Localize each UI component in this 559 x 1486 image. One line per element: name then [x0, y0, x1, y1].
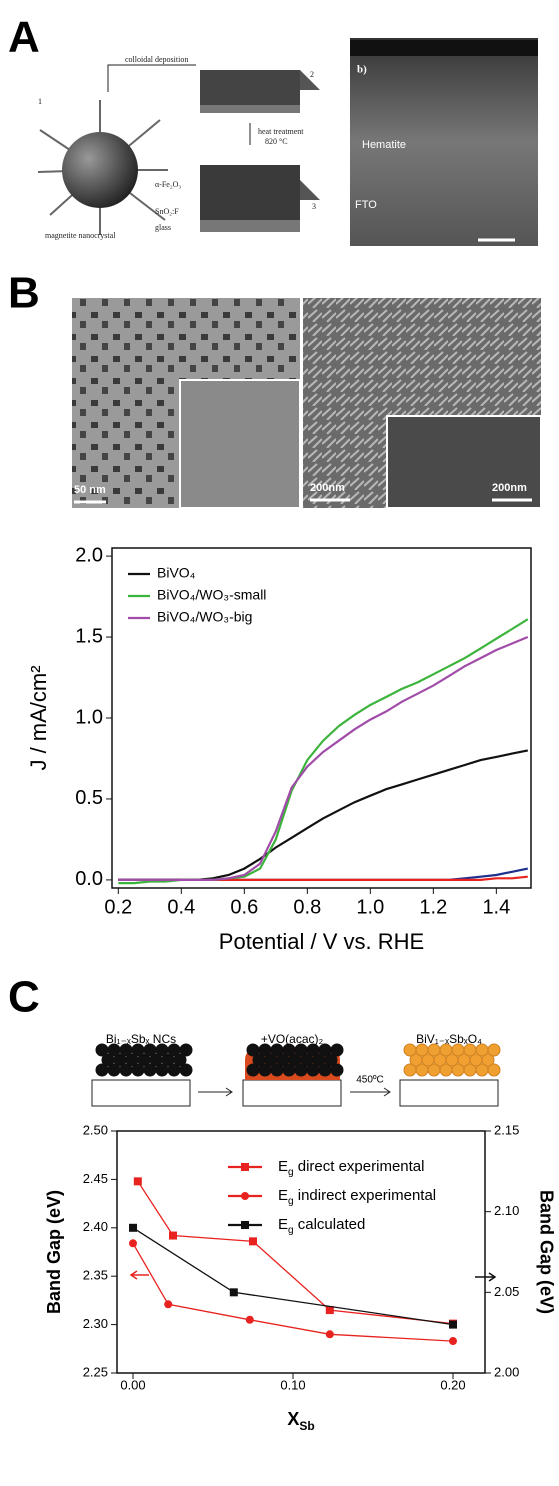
marker	[129, 1239, 137, 1248]
y-tick-label: 2.40	[83, 1219, 108, 1234]
x-tick-label: 0.6	[230, 896, 258, 918]
y-axis-label: Band Gap (eV)	[44, 1190, 64, 1314]
scale-label: 50 nm	[74, 484, 106, 496]
y-tick-label: 2.35	[83, 1268, 108, 1283]
step-label: 2	[310, 70, 314, 79]
legend-marker	[241, 1163, 249, 1171]
sem-label: FTO	[355, 199, 377, 211]
marker	[169, 1231, 177, 1240]
marker	[249, 1237, 257, 1246]
legend-marker	[241, 1221, 249, 1229]
x-tick-label: 1.2	[419, 896, 447, 918]
y2-axis-label: Band Gap (eV)	[536, 1190, 556, 1314]
axis-arrow	[129, 1270, 149, 1280]
y-tick-label: 2.0	[75, 544, 103, 566]
x-axis-label: XSb	[287, 1409, 314, 1433]
step-label: Bi₁₋ₓSbₓ NCs	[106, 1032, 176, 1046]
arrow-label: 820 °C	[265, 137, 288, 146]
sem-label: Hematite	[362, 139, 406, 151]
layer-label: α-Fe₂O₃	[155, 180, 181, 189]
nanocrystal	[179, 1043, 193, 1057]
marker	[449, 1337, 457, 1346]
plot-frame	[116, 1130, 486, 1374]
x-tick-label: 0.10	[280, 1377, 305, 1392]
marker	[325, 1306, 334, 1315]
scale-label: 200nm	[492, 482, 527, 494]
nanocrystal	[487, 1063, 501, 1077]
tem-inset	[179, 379, 301, 509]
panel-label: B	[8, 269, 40, 318]
x-tick-label: 1.4	[482, 896, 510, 918]
y-tick-label: 2.00	[494, 1364, 519, 1379]
schematic-a	[37, 64, 320, 235]
legend-label: BiVO₄/WO₃-big	[157, 609, 252, 625]
legend-label: Eg calculated	[278, 1216, 365, 1236]
nanocrystal	[403, 1043, 417, 1057]
nanocrystal	[487, 1043, 501, 1057]
marker	[129, 1223, 137, 1232]
nanocrystal	[330, 1043, 344, 1057]
arrow-label: heat treatment	[258, 127, 304, 136]
y-tick-label: 0.0	[75, 868, 103, 890]
step-label: 3	[312, 202, 316, 211]
sem-image	[350, 38, 538, 246]
marker	[164, 1300, 173, 1309]
y-tick-label: 2.50	[83, 1122, 108, 1137]
series-line	[118, 749, 529, 881]
nanocrystal	[179, 1063, 193, 1077]
y-tick-label: 2.15	[494, 1122, 519, 1137]
marker	[229, 1288, 238, 1297]
legend-label: BiVO₄/WO₃-small	[157, 587, 266, 603]
x-tick-label: 1.0	[356, 896, 384, 918]
x-tick-label: 0.2	[104, 896, 132, 918]
step-label: 1	[38, 97, 42, 106]
y-tick-label: 2.10	[494, 1203, 519, 1218]
layer-label: glass	[155, 223, 171, 232]
x-tick-label: 0.4	[167, 896, 195, 918]
series-line	[118, 635, 529, 881]
marker	[133, 1177, 142, 1186]
series-line	[118, 867, 529, 881]
series-line	[132, 1227, 454, 1326]
x-tick-label: 0.00	[120, 1377, 145, 1392]
legend-marker	[241, 1192, 249, 1200]
step-label: +VO(acac)₂	[261, 1032, 324, 1046]
y-tick-label: 2.05	[494, 1284, 519, 1299]
nanocrystal	[246, 1043, 260, 1057]
legend-label: Eg indirect experimental	[278, 1187, 436, 1207]
sem-tag: b)	[357, 64, 367, 76]
y-tick-label: 2.45	[83, 1171, 108, 1186]
legend-label: BiVO₄	[157, 565, 196, 581]
scale-label: 200nm	[310, 482, 345, 494]
marker	[325, 1330, 334, 1339]
y-tick-label: 2.30	[83, 1316, 108, 1331]
y-axis-label: J / mA/cm²	[26, 665, 51, 770]
axis-arrow	[475, 1272, 497, 1282]
arrow-label: colloidal deposition	[125, 55, 188, 64]
x-axis-label: Potential / V vs. RHE	[219, 929, 424, 954]
y-tick-label: 2.25	[83, 1364, 108, 1379]
marker	[245, 1315, 254, 1324]
legend-label: Eg direct experimental	[278, 1158, 424, 1178]
particle-label: magnetite nanocrystal	[45, 231, 116, 240]
sem-image	[350, 40, 538, 56]
schematic-c	[91, 1043, 501, 1107]
sem-inset	[386, 415, 542, 509]
arrow-label: 450ºC	[356, 1075, 384, 1086]
nanocrystal	[481, 1053, 495, 1067]
y-tick-label: 1.5	[75, 625, 103, 647]
panel-label: A	[8, 13, 40, 62]
nanocrystal	[173, 1053, 187, 1067]
x-tick-label: 0.8	[293, 896, 321, 918]
x-tick-label: 0.20	[440, 1377, 465, 1392]
nanocrystal	[324, 1053, 338, 1067]
step-label: BiV₁₋ₓSbₓO₄	[416, 1032, 482, 1046]
panel-label: C	[8, 973, 40, 1022]
nanocrystal	[330, 1063, 344, 1077]
y-tick-label: 0.5	[75, 787, 103, 809]
layer-label: SnO₂:F	[155, 207, 179, 216]
marker	[449, 1320, 457, 1329]
y-tick-label: 1.0	[75, 706, 103, 728]
